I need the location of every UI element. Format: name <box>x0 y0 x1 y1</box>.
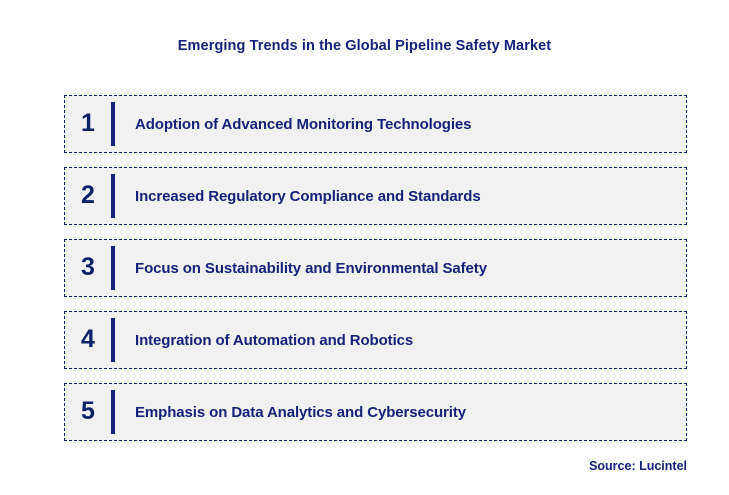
list-item: 5 Emphasis on Data Analytics and Cyberse… <box>64 383 687 441</box>
source-attribution: Source: Lucintel <box>589 459 687 473</box>
page-title: Emerging Trends in the Global Pipeline S… <box>177 38 552 54</box>
divider <box>111 246 115 290</box>
list-item: 3 Focus on Sustainability and Environmen… <box>64 239 687 297</box>
trend-list: 1 Adoption of Advanced Monitoring Techno… <box>64 95 687 441</box>
list-item: 4 Integration of Automation and Robotics <box>64 311 687 369</box>
trend-label: Integration of Automation and Robotics <box>135 331 414 349</box>
trend-label: Emphasis on Data Analytics and Cybersecu… <box>135 403 466 421</box>
list-item: 1 Adoption of Advanced Monitoring Techno… <box>64 95 687 153</box>
trend-label: Focus on Sustainability and Environmenta… <box>135 259 487 277</box>
trend-label: Adoption of Advanced Monitoring Technolo… <box>135 115 472 133</box>
divider <box>111 174 115 218</box>
divider <box>111 318 115 362</box>
trend-number: 5 <box>81 396 95 425</box>
trend-number: 2 <box>81 180 95 209</box>
list-item: 2 Increased Regulatory Compliance and St… <box>64 167 687 225</box>
trend-number: 1 <box>81 108 95 137</box>
divider <box>111 102 115 146</box>
trend-number: 4 <box>81 324 95 353</box>
trend-label: Increased Regulatory Compliance and Stan… <box>135 187 481 205</box>
divider <box>111 390 115 434</box>
trend-number: 3 <box>81 252 95 281</box>
